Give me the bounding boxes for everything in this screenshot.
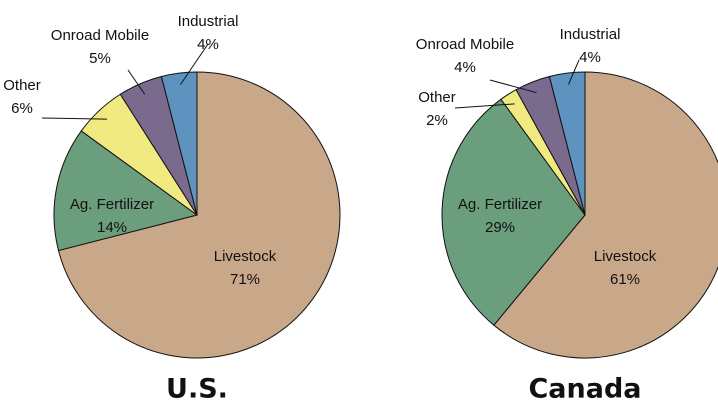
slice-label: Ag. Fertilizer — [458, 196, 542, 213]
slice-value-label: 4% — [579, 49, 601, 66]
slice-value-label: 14% — [97, 219, 127, 236]
chart-title: Canada — [528, 374, 641, 405]
pie-slice — [53, 130, 199, 252]
slice-value-label: 4% — [197, 36, 219, 53]
slice-label: Industrial — [178, 13, 239, 30]
leader-line — [454, 103, 515, 109]
chart-title: U.S. — [166, 374, 228, 405]
slice-label: Ag. Fertilizer — [70, 196, 154, 213]
slice-label: Onroad Mobile — [416, 36, 514, 53]
slice-label: Other — [418, 89, 456, 106]
slice-value-label: 61% — [610, 271, 640, 288]
pie-slice — [548, 71, 586, 216]
pie-slice — [493, 71, 718, 359]
slice-value-label: 6% — [11, 100, 33, 117]
slice-label: Industrial — [560, 26, 621, 43]
slice-label: Onroad Mobile — [51, 27, 149, 44]
slice-value-label: 4% — [454, 59, 476, 76]
slice-label: Other — [3, 77, 41, 94]
leader-line — [568, 59, 580, 85]
slice-label: Livestock — [594, 248, 657, 265]
leader-line — [127, 69, 146, 95]
leader-line — [41, 117, 107, 120]
pie-slice — [160, 71, 198, 216]
slice-value-label: 71% — [230, 271, 260, 288]
pie-slice — [441, 98, 586, 326]
leader-line — [180, 43, 209, 85]
leader-line — [489, 79, 537, 94]
slice-value-label: 2% — [426, 112, 448, 129]
pie-slice — [57, 71, 341, 359]
slice-value-label: 29% — [485, 219, 515, 236]
slice-label: Livestock — [214, 248, 277, 265]
slice-value-label: 5% — [89, 50, 111, 67]
